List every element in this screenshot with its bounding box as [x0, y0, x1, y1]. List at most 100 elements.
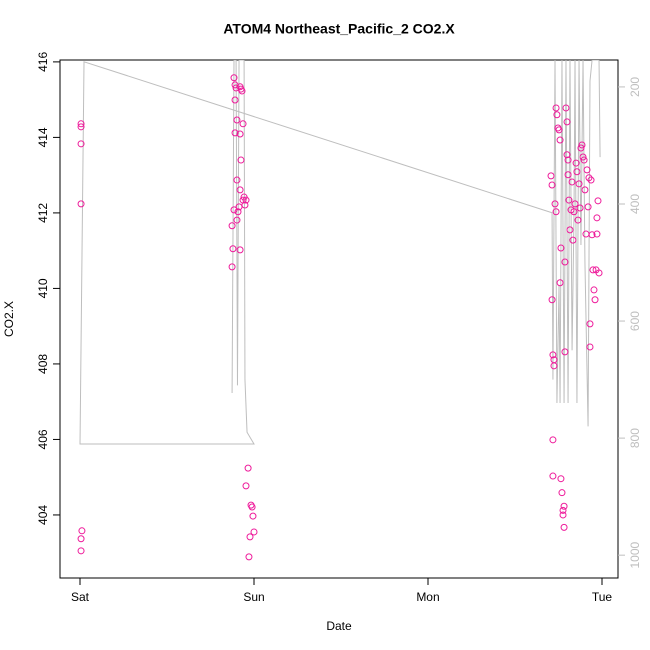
point [594, 197, 602, 205]
point [246, 533, 254, 541]
point [78, 527, 86, 535]
point [560, 502, 568, 510]
point [553, 111, 561, 119]
point [228, 263, 236, 271]
point [555, 126, 563, 134]
point [593, 230, 601, 238]
x-tick-label: Mon [416, 590, 439, 604]
point [552, 208, 560, 216]
chart-title: ATOM4 Northeast_Pacific_2 CO2.X [223, 21, 455, 37]
point [234, 208, 242, 216]
point [563, 151, 571, 159]
point [549, 351, 557, 359]
point [550, 362, 558, 370]
point [551, 200, 559, 208]
point [549, 472, 557, 480]
point [235, 203, 243, 211]
y-tick-label: 404 [36, 505, 50, 525]
point [561, 258, 569, 266]
point [556, 136, 564, 144]
point [77, 120, 85, 128]
point [575, 180, 583, 188]
point [587, 176, 595, 184]
point [583, 166, 591, 174]
point [77, 547, 85, 555]
y-tick-label: 406 [36, 429, 50, 449]
point [574, 216, 582, 224]
point [573, 168, 581, 176]
point [581, 186, 589, 194]
point [566, 226, 574, 234]
point [233, 116, 241, 124]
y2-tick-label: 1000 [628, 542, 642, 569]
point [559, 511, 567, 519]
point [556, 279, 564, 287]
point [233, 216, 241, 224]
point [559, 506, 567, 514]
point [562, 104, 570, 112]
point [547, 172, 555, 180]
y-tick-label: 414 [36, 127, 50, 147]
point [77, 123, 85, 131]
y-tick-label: 416 [36, 52, 50, 72]
point [552, 104, 560, 112]
point [231, 129, 239, 137]
x-tick-label: Sat [71, 590, 90, 604]
point [572, 159, 580, 167]
point [590, 286, 598, 294]
point [237, 156, 245, 164]
point [588, 231, 596, 239]
point [248, 503, 256, 511]
line-layer [79, 60, 601, 445]
point [563, 118, 571, 126]
point [236, 186, 244, 194]
point [77, 200, 85, 208]
point [569, 236, 577, 244]
point [589, 266, 597, 274]
y2-tick-label: 400 [628, 194, 642, 214]
point [242, 196, 250, 204]
y-axis-label: CO2.X [2, 301, 16, 337]
x-tick-label: Sun [243, 590, 264, 604]
point [557, 475, 565, 483]
y-tick-label: 408 [36, 354, 50, 374]
point [228, 222, 236, 230]
y2-tick-label: 600 [628, 311, 642, 331]
point [249, 512, 257, 520]
point [77, 140, 85, 148]
point [578, 141, 586, 149]
point [233, 176, 241, 184]
point [236, 246, 244, 254]
point [239, 120, 247, 128]
point [585, 174, 593, 182]
point [568, 178, 576, 186]
point [571, 200, 579, 208]
point [229, 245, 237, 253]
point [560, 523, 568, 531]
point [250, 528, 258, 536]
point [582, 230, 590, 238]
point [244, 464, 252, 472]
y2-tick-label: 200 [628, 77, 642, 97]
pressure-line [79, 60, 601, 445]
point [561, 348, 569, 356]
point [584, 203, 592, 211]
x-tick-label: Tue [592, 590, 613, 604]
point [232, 84, 240, 92]
x-axis-label: Date [326, 619, 352, 633]
plot-frame [59, 59, 619, 579]
point [236, 130, 244, 138]
point [593, 214, 601, 222]
point [230, 74, 238, 82]
point [577, 144, 585, 152]
point [549, 436, 557, 444]
y-tick-label: 412 [36, 203, 50, 223]
point [242, 482, 250, 490]
point [548, 296, 556, 304]
point [77, 535, 85, 543]
point [576, 204, 584, 212]
point [565, 196, 573, 204]
y2-tick-label: 800 [628, 428, 642, 448]
